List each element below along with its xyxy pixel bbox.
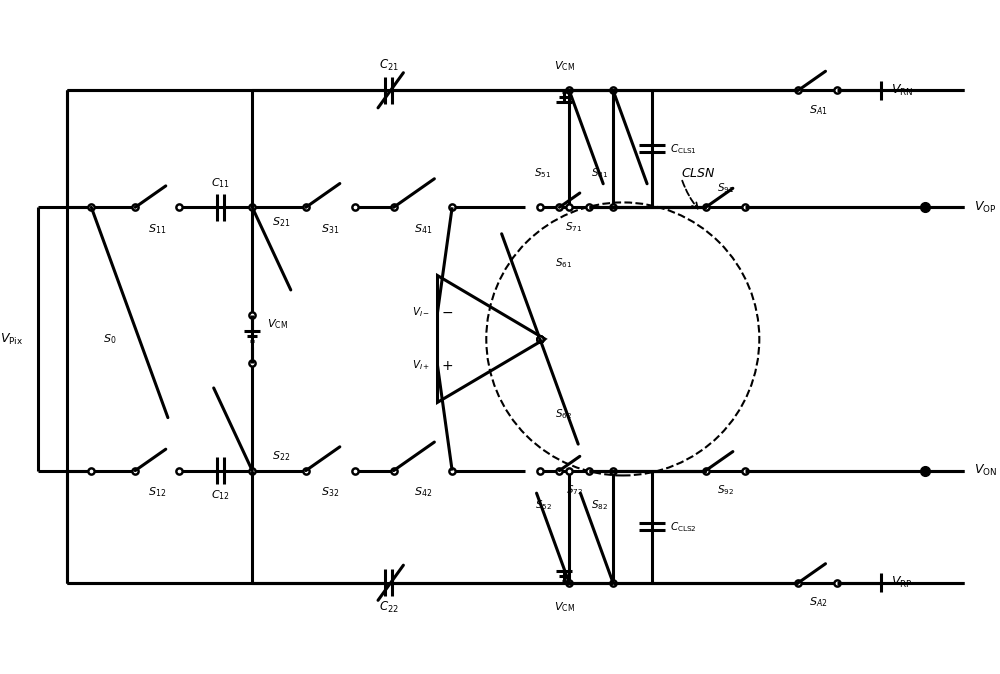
Text: $S_{52}$: $S_{52}$ <box>535 498 552 512</box>
Text: $S_{31}$: $S_{31}$ <box>321 222 339 236</box>
Text: $V_{\rm ON}$: $V_{\rm ON}$ <box>974 463 997 478</box>
Text: $V_{I+}$: $V_{I+}$ <box>412 359 430 373</box>
Text: $+$: $+$ <box>441 359 453 373</box>
Text: $S_{81}$: $S_{81}$ <box>591 166 608 180</box>
Text: $S_{72}$: $S_{72}$ <box>566 483 583 497</box>
Text: $C_{21}$: $C_{21}$ <box>379 59 399 73</box>
Text: $C_{\rm CLS2}$: $C_{\rm CLS2}$ <box>670 520 696 534</box>
Text: $S_{21}$: $S_{21}$ <box>272 215 290 229</box>
Text: $V_{\rm OP}$: $V_{\rm OP}$ <box>974 200 996 215</box>
Text: $CLSN$: $CLSN$ <box>681 166 716 180</box>
Text: $S_{32}$: $S_{32}$ <box>321 485 339 499</box>
Text: $S_{62}$: $S_{62}$ <box>555 408 572 421</box>
Text: $S_{92}$: $S_{92}$ <box>717 483 734 497</box>
Text: $C_{22}$: $C_{22}$ <box>379 600 399 615</box>
Text: $V_{\rm RP}$: $V_{\rm RP}$ <box>891 575 913 590</box>
Text: $C_{11}$: $C_{11}$ <box>211 176 230 190</box>
Text: $S_0$: $S_0$ <box>103 332 116 346</box>
Text: $S_{91}$: $S_{91}$ <box>717 181 734 195</box>
Text: $C_{12}$: $C_{12}$ <box>211 488 230 502</box>
Text: $S_{42}$: $S_{42}$ <box>414 485 432 499</box>
Text: $S_{22}$: $S_{22}$ <box>272 449 290 463</box>
Text: $V_{\rm CM}$: $V_{\rm CM}$ <box>554 601 575 614</box>
Text: $S_{41}$: $S_{41}$ <box>414 222 432 236</box>
Text: $S_{82}$: $S_{82}$ <box>591 498 608 512</box>
Text: $V_{\rm Pix}$: $V_{\rm Pix}$ <box>0 332 23 346</box>
Text: $S_{61}$: $S_{61}$ <box>555 257 572 270</box>
Text: $V_{\rm RN}$: $V_{\rm RN}$ <box>891 83 913 98</box>
Text: $S_{12}$: $S_{12}$ <box>148 485 166 499</box>
Text: $-$: $-$ <box>441 305 453 319</box>
Text: $S_{71}$: $S_{71}$ <box>565 220 583 234</box>
Text: $S_{A2}$: $S_{A2}$ <box>809 595 827 609</box>
Text: $S_{51}$: $S_{51}$ <box>534 166 552 180</box>
Text: $S_{A1}$: $S_{A1}$ <box>809 103 827 117</box>
Text: $S_{11}$: $S_{11}$ <box>148 222 166 236</box>
Text: $V_{I-}$: $V_{I-}$ <box>412 305 430 319</box>
Text: $V_{\rm CM}$: $V_{\rm CM}$ <box>554 59 575 73</box>
Text: $C_{\rm CLS1}$: $C_{\rm CLS1}$ <box>670 142 697 156</box>
Text: $V_{\rm CM}$: $V_{\rm CM}$ <box>267 317 288 331</box>
